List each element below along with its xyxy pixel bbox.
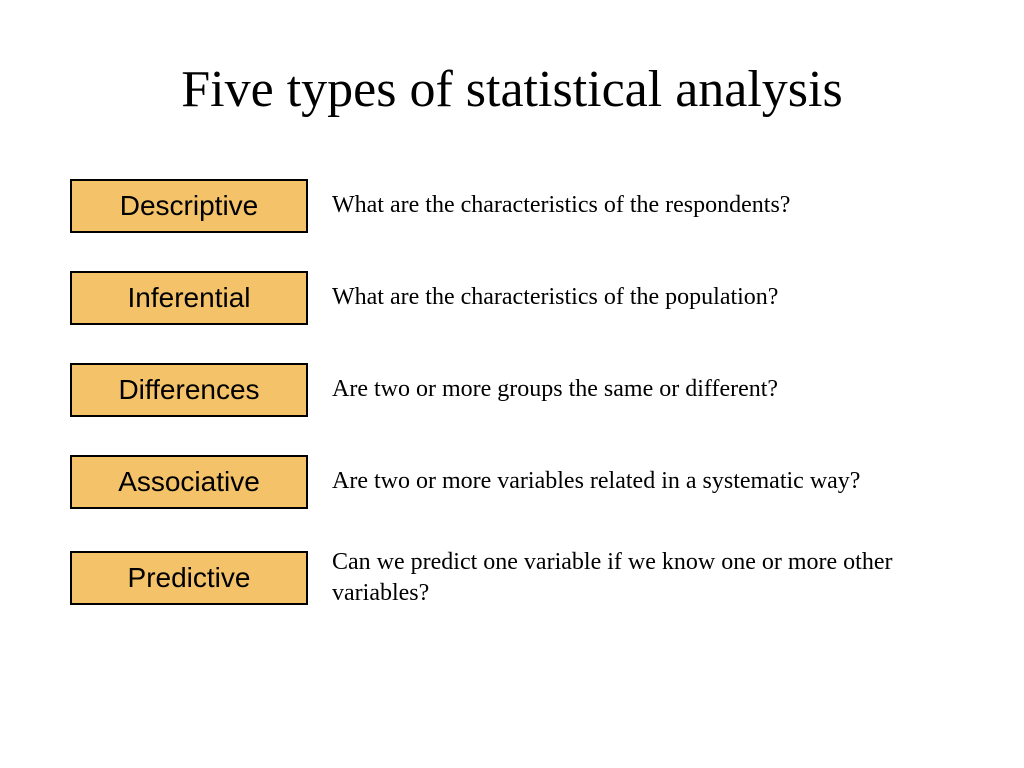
slide: Five types of statistical analysis Descr… (0, 0, 1024, 768)
box-label: Predictive (128, 562, 251, 594)
row-associative: Associative Are two or more variables re… (70, 455, 954, 509)
box-label: Differences (118, 374, 259, 406)
desc-differences: Are two or more groups the same or diffe… (332, 374, 954, 405)
row-differences: Differences Are two or more groups the s… (70, 363, 954, 417)
box-predictive: Predictive (70, 551, 308, 605)
rows-container: Descriptive What are the characteristics… (70, 179, 954, 609)
row-inferential: Inferential What are the characteristics… (70, 271, 954, 325)
slide-title: Five types of statistical analysis (70, 60, 954, 119)
box-associative: Associative (70, 455, 308, 509)
box-descriptive: Descriptive (70, 179, 308, 233)
box-differences: Differences (70, 363, 308, 417)
row-predictive: Predictive Can we predict one variable i… (70, 547, 954, 609)
desc-associative: Are two or more variables related in a s… (332, 466, 954, 497)
desc-predictive: Can we predict one variable if we know o… (332, 547, 954, 609)
row-descriptive: Descriptive What are the characteristics… (70, 179, 954, 233)
box-label: Associative (118, 466, 260, 498)
box-label: Inferential (128, 282, 251, 314)
desc-inferential: What are the characteristics of the popu… (332, 282, 954, 313)
desc-descriptive: What are the characteristics of the resp… (332, 190, 954, 221)
box-label: Descriptive (120, 190, 258, 222)
box-inferential: Inferential (70, 271, 308, 325)
